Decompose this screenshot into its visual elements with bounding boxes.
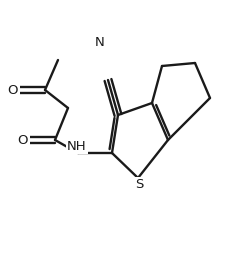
Text: O: O [18,133,28,147]
Text: O: O [8,84,18,96]
Text: N: N [95,36,105,50]
Text: NH: NH [67,140,87,152]
Text: S: S [135,179,143,191]
